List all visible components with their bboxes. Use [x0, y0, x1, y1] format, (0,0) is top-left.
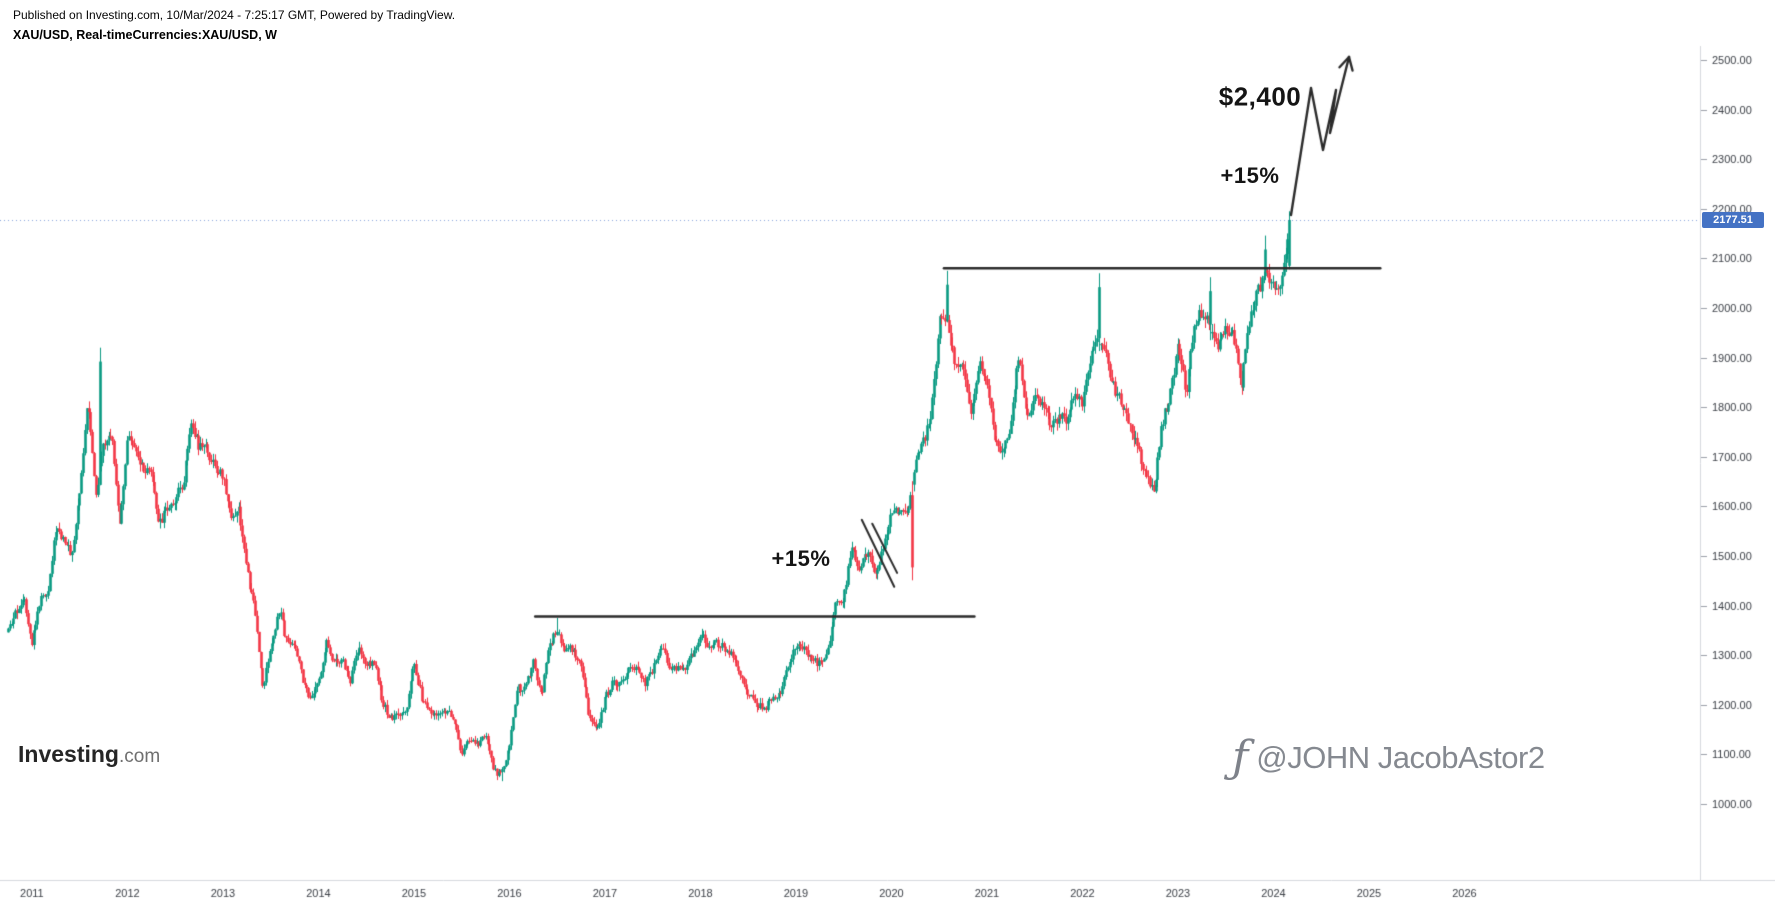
watermark: ƒ @JOHN JacobAstor2	[1232, 736, 1545, 780]
breakout-gain-label-2019: +15%	[771, 546, 831, 571]
price-target-label: $2,400	[1218, 81, 1302, 112]
symbol-legend: XAU/USD, Real-timeCurrencies:XAU/USD, W	[13, 28, 277, 42]
published-info-line: Published on Investing.com, 10/Mar/2024 …	[13, 8, 456, 22]
projected-gain-label: +15%	[1220, 163, 1280, 188]
watermark-handle: @JOHN JacobAstor2	[1256, 740, 1545, 775]
investing-logo-suffix: .com	[118, 746, 161, 767]
investing-logo-bold: Investing	[18, 741, 119, 767]
investing-logo: Investing.com	[18, 741, 161, 768]
last-price-badge: 2177.51	[1702, 211, 1764, 228]
watermark-logo-icon: ƒ	[1232, 732, 1249, 783]
